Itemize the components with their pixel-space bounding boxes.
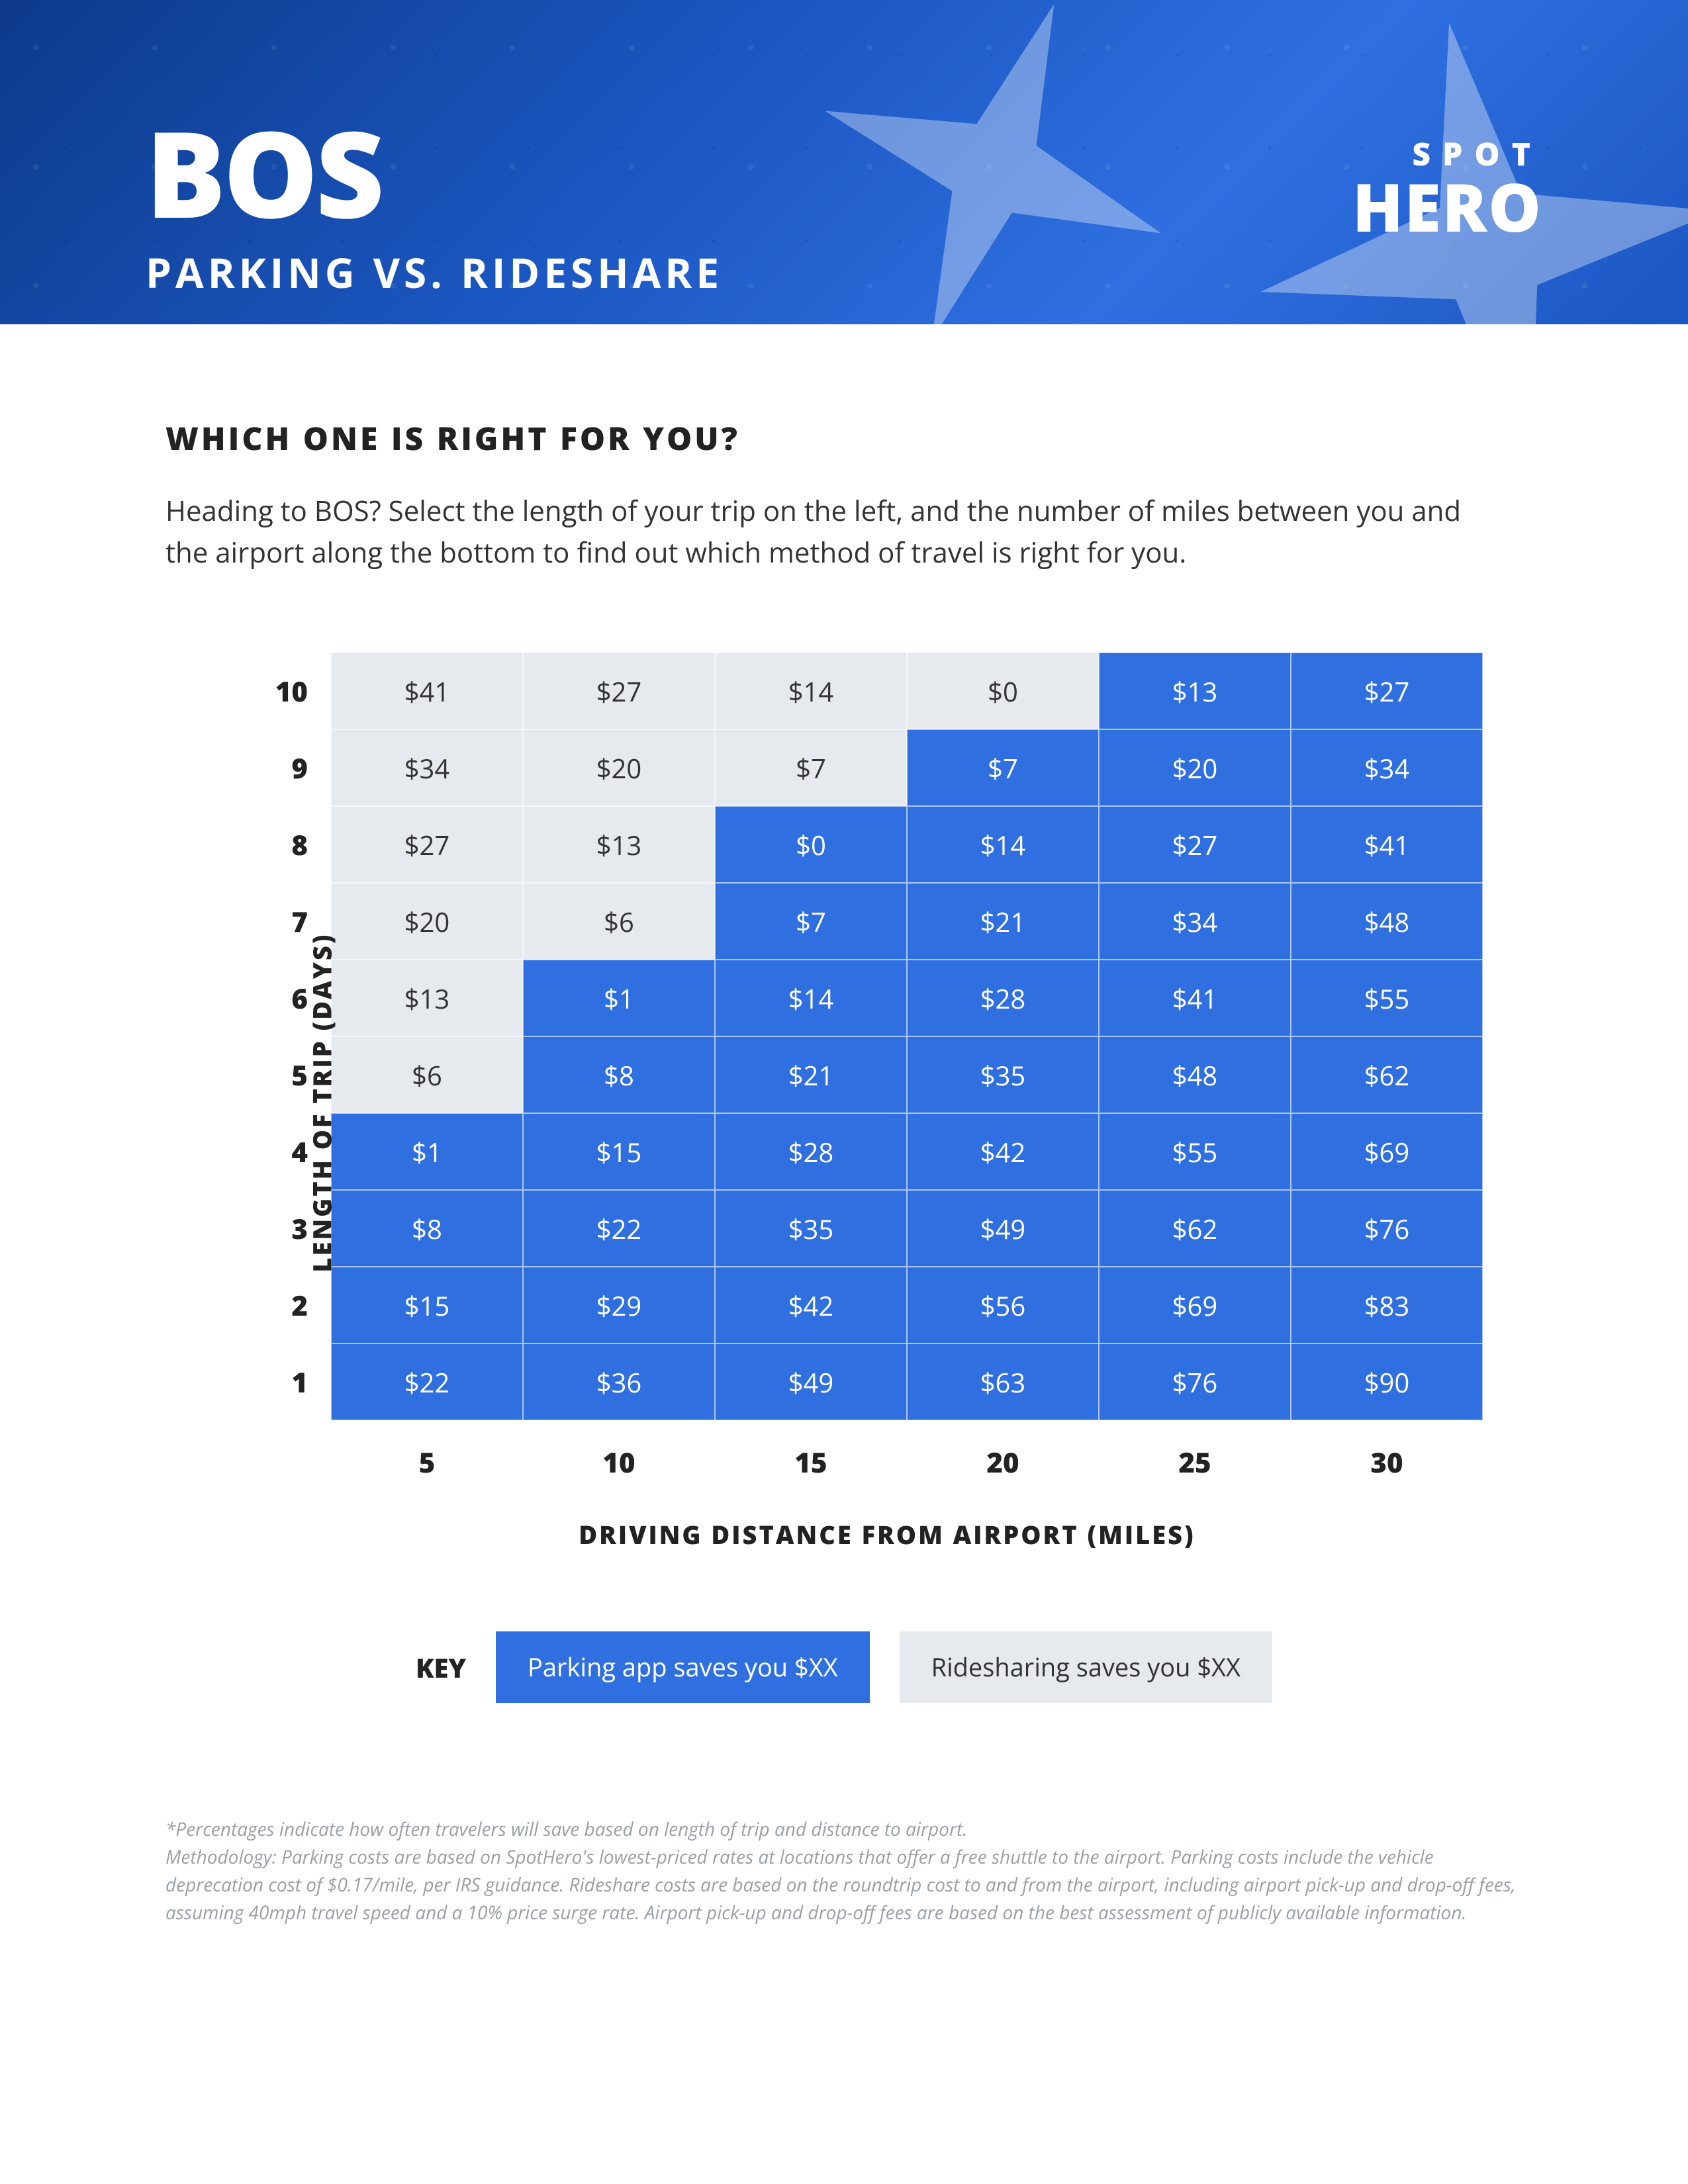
heatmap-cell: $22 — [331, 1343, 523, 1420]
heatmap-cell: $76 — [1291, 1190, 1483, 1267]
heatmap-cell: $27 — [331, 806, 523, 883]
heatmap-cell: $13 — [523, 806, 715, 883]
footnote: *Percentages indicate how often traveler… — [165, 1815, 1523, 1927]
heatmap-cell: $6 — [523, 883, 715, 960]
footnote-line: Methodology: Parking costs are based on … — [165, 1843, 1523, 1927]
heatmap-cell: $28 — [715, 1113, 907, 1190]
heatmap-cell: $13 — [331, 960, 523, 1036]
heatmap-cell: $42 — [715, 1267, 907, 1343]
heatmap-cell: $14 — [715, 653, 907, 729]
legend-rideshare: Ridesharing saves you $XX — [900, 1631, 1272, 1703]
x-axis-label: DRIVING DISTANCE FROM AIRPORT (MILES) — [252, 1518, 1523, 1552]
heatmap-cell: $27 — [523, 653, 715, 729]
heatmap-cell: $34 — [1099, 883, 1291, 960]
heatmap-cell: $21 — [907, 883, 1099, 960]
heatmap-cell: $0 — [907, 653, 1099, 729]
heatmap-cell: $13 — [1099, 653, 1291, 729]
legend: KEY Parking app saves you $XX Ridesharin… — [165, 1631, 1523, 1703]
heatmap-cell: $20 — [523, 729, 715, 806]
heatmap-cell: $28 — [907, 960, 1099, 1036]
heatmap-cell: $49 — [907, 1190, 1099, 1267]
heatmap-cell: $20 — [331, 883, 523, 960]
y-axis-label: LENGTH OF TRIP (DAYS) — [305, 933, 340, 1272]
heatmap-cell: $83 — [1291, 1267, 1483, 1343]
heatmap-cell: $20 — [1099, 729, 1291, 806]
row-header: 10 — [252, 653, 331, 729]
heatmap-cell: $1 — [331, 1113, 523, 1190]
column-header: 15 — [715, 1443, 907, 1481]
heatmap-cell: $42 — [907, 1113, 1099, 1190]
heatmap-cell: $62 — [1291, 1036, 1483, 1113]
heatmap-cell: $90 — [1291, 1343, 1483, 1420]
footnote-line: *Percentages indicate how often traveler… — [165, 1815, 1523, 1843]
heatmap-cell: $69 — [1099, 1267, 1291, 1343]
heatmap-cell: $7 — [715, 883, 907, 960]
heatmap-cell: $27 — [1099, 806, 1291, 883]
heatmap-cell: $15 — [523, 1113, 715, 1190]
hero-banner: BOS PARKING VS. RIDESHARE SPOT HERO — [0, 0, 1688, 324]
heatmap-cell: $62 — [1099, 1190, 1291, 1267]
row-header: 8 — [252, 806, 331, 883]
heatmap-cell: $22 — [523, 1190, 715, 1267]
heatmap-cell: $14 — [715, 960, 907, 1036]
heatmap-cell: $76 — [1099, 1343, 1291, 1420]
heatmap-cell: $0 — [715, 806, 907, 883]
column-header: 20 — [907, 1443, 1099, 1481]
column-header: 5 — [331, 1443, 523, 1481]
heatmap-cell: $48 — [1291, 883, 1483, 960]
heatmap-cell: $41 — [331, 653, 523, 729]
heatmap-cell: $41 — [1291, 806, 1483, 883]
heatmap-cell: $55 — [1291, 960, 1483, 1036]
heatmap-cell: $27 — [1291, 653, 1483, 729]
heatmap-cell: $7 — [715, 729, 907, 806]
heatmap-cell: $63 — [907, 1343, 1099, 1420]
column-header: 10 — [523, 1443, 715, 1481]
section-heading: WHICH ONE IS RIGHT FOR YOU? — [165, 417, 1523, 460]
heatmap-cell: $8 — [523, 1036, 715, 1113]
heatmap-cell: $69 — [1291, 1113, 1483, 1190]
brand-bottom: HERO — [1352, 175, 1542, 238]
heatmap-cell: $35 — [907, 1036, 1099, 1113]
heatmap-cell: $14 — [907, 806, 1099, 883]
heatmap-cell: $6 — [331, 1036, 523, 1113]
heatmap-cell: $1 — [523, 960, 715, 1036]
heatmap-cell: $36 — [523, 1343, 715, 1420]
row-header: 2 — [252, 1267, 331, 1343]
heatmap-cell: $34 — [1291, 729, 1483, 806]
heatmap-cell: $15 — [331, 1267, 523, 1343]
intro-text: Heading to BOS? Select the length of you… — [165, 490, 1489, 573]
column-header: 30 — [1291, 1443, 1483, 1481]
heatmap-cell: $35 — [715, 1190, 907, 1267]
heatmap-cell: $34 — [331, 729, 523, 806]
hero-subtitle: PARKING VS. RIDESHARE — [146, 245, 723, 300]
legend-parking: Parking app saves you $XX — [496, 1631, 870, 1703]
heatmap-cell: $55 — [1099, 1113, 1291, 1190]
row-header: 9 — [252, 729, 331, 806]
heatmap-cell: $7 — [907, 729, 1099, 806]
heatmap-cell: $21 — [715, 1036, 907, 1113]
heatmap-cell: $56 — [907, 1267, 1099, 1343]
column-header: 25 — [1099, 1443, 1291, 1481]
heatmap-cell: $48 — [1099, 1036, 1291, 1113]
airport-code: BOS — [146, 113, 723, 232]
row-header: 1 — [252, 1343, 331, 1420]
legend-label: KEY — [416, 1649, 466, 1686]
brand-logo: SPOT HERO — [1352, 132, 1542, 238]
heatmap-cell: $49 — [715, 1343, 907, 1420]
heatmap-cell: $29 — [523, 1267, 715, 1343]
heatmap-chart: LENGTH OF TRIP (DAYS) 10$41$27$14$0$13$2… — [165, 653, 1523, 1552]
heatmap-cell: $8 — [331, 1190, 523, 1267]
heatmap-cell: $41 — [1099, 960, 1291, 1036]
